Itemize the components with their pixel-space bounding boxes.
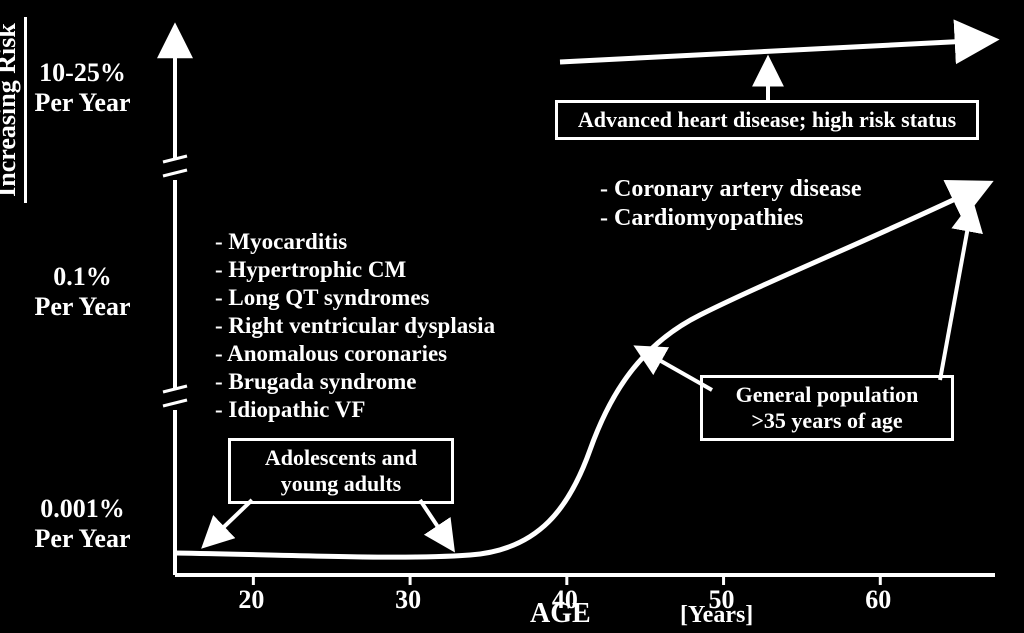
chart-stage: Increasing Risk 10-25% Per Year 0.1% Per… (0, 0, 1024, 633)
chart-svg (0, 0, 1024, 633)
